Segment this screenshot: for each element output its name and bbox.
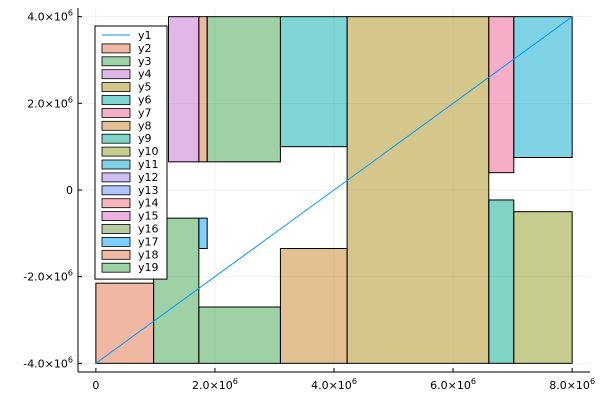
legend-label-y5: y5 (138, 81, 152, 94)
legend-swatch-y14 (101, 198, 131, 209)
y-tick-label: 4.0×106 (27, 9, 73, 24)
line-series (95, 16, 573, 364)
legend-swatch-y12 (101, 172, 131, 183)
legend-swatch-y7 (101, 108, 131, 118)
legend-swatch-y3 (101, 56, 131, 67)
legend-swatch-y2 (101, 43, 131, 54)
legend-swatch-y13 (101, 185, 131, 196)
area-y6-4 (279, 16, 348, 148)
legend-swatch-y17 (101, 236, 131, 247)
legend-label-y8: y8 (138, 119, 152, 132)
legend-label-y13: y13 (138, 184, 159, 197)
legend-label-y1: y1 (138, 29, 152, 42)
legend-label-y6: y6 (138, 94, 152, 107)
legend-swatch-y8 (101, 120, 131, 131)
x-tick-label: 4.0×106 (311, 377, 357, 392)
area-y17-15 (198, 217, 208, 250)
legend-label-y7: y7 (138, 106, 152, 119)
area-y11-9 (513, 16, 573, 158)
legend-label-y17: y17 (138, 235, 159, 248)
line-y1 (95, 16, 573, 364)
legend-label-y12: y12 (138, 171, 159, 184)
legend-label-y11: y11 (138, 158, 159, 171)
area-y4-2 (167, 16, 200, 163)
y-tick-label: 0 (66, 184, 73, 197)
legend-label-y10: y10 (138, 145, 159, 158)
legend-label-y15: y15 (138, 210, 159, 223)
legend-swatch-y11 (101, 159, 131, 170)
area-y5-3 (346, 16, 490, 364)
area-y10-8 (513, 211, 573, 364)
area-y7-5 (488, 16, 515, 174)
legend-label-y14: y14 (138, 197, 159, 210)
x-tick-label: 0 (92, 379, 99, 392)
x-tick-label: 8.0×106 (549, 377, 595, 392)
legend-swatch-y18 (101, 249, 131, 260)
legend-swatch-y10 (101, 146, 131, 157)
legend-swatch-y9 (101, 133, 131, 144)
x-tick-label: 2.0×106 (192, 377, 238, 392)
legend-swatch-y6 (101, 95, 131, 105)
legend-swatch-y15 (101, 211, 131, 222)
legend-label-y2: y2 (138, 42, 152, 55)
legend-label-y4: y4 (138, 68, 152, 81)
area-y19-17 (206, 16, 281, 163)
legend-label-y18: y18 (138, 248, 159, 261)
legend-label-y19: y19 (138, 261, 159, 274)
y-tick-label: -4.0×106 (23, 355, 73, 370)
legend-swatch-y16 (101, 224, 131, 234)
area-y9-7 (488, 199, 515, 364)
legend-swatch-y5 (101, 82, 131, 92)
axes: 0 2.0×106 4.0×106 6.0×106 8.0×106 4.0×106 2.0×… (23, 8, 595, 392)
area-series (95, 16, 573, 364)
legend-label-y9: y9 (138, 132, 152, 145)
legend: y1y2y3y4y5y6y7y8y9y10y11y12y13y14y15y16y… (94, 25, 168, 280)
legend-swatch-y4 (101, 69, 131, 80)
legend-label-y16: y16 (138, 223, 159, 236)
area-y8-6 (279, 248, 348, 364)
area-y18-16 (198, 16, 208, 163)
x-tick-label: 6.0×106 (430, 377, 476, 392)
y-tick-label: -2.0×106 (23, 269, 73, 284)
legend-swatch-y19 (101, 262, 131, 273)
legend-label-y3: y3 (138, 55, 152, 68)
area-y2-0 (95, 282, 155, 364)
area-y19-18 (198, 306, 281, 364)
y-tick-label: 2.0×106 (27, 95, 73, 110)
